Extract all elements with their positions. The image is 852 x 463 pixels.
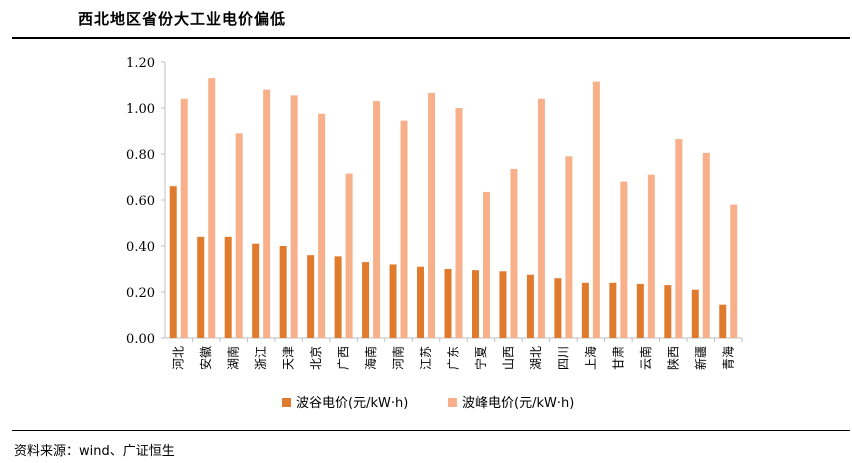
peak-price-bar (263, 89, 271, 338)
valley-price-bar (417, 266, 425, 338)
legend-swatch-valley (282, 398, 291, 407)
title-divider (12, 37, 850, 39)
legend: 波谷电价(元/kW·h) 波峰电价(元/kW·h) (282, 396, 574, 411)
x-category-label: 广西 (337, 346, 351, 370)
valley-price-bar (719, 304, 727, 338)
peak-price-bar (428, 93, 436, 338)
x-category-label: 天津 (282, 346, 296, 370)
x-category-label: 湖北 (528, 346, 543, 370)
x-category-label: 甘肃 (611, 346, 625, 370)
y-tick-label: 0.80 (126, 148, 155, 163)
peak-price-bar (400, 120, 408, 339)
x-category-label: 浙江 (254, 346, 268, 370)
bar-chart: 0.00 0.20 0.40 0.60 0.80 1.00 1.20 河北 安徽 湖南 浙江 天津北… (126, 56, 743, 411)
x-category-label: 河南 (391, 346, 406, 370)
y-tick-label: 0.60 (126, 194, 155, 209)
valley-price-bar (362, 262, 370, 338)
x-category-label: 江苏 (419, 346, 433, 370)
footer-divider (12, 430, 850, 431)
peak-price-bar (290, 95, 298, 338)
peak-price-bar (702, 152, 710, 338)
x-category-label: 安徽 (198, 346, 213, 370)
legend-swatch-peak (448, 398, 457, 407)
valley-price-bar (526, 274, 534, 338)
valley-price-bar (334, 256, 342, 338)
valley-price-bar (609, 282, 617, 338)
source-note: 资料来源：wind、广证恒生 (14, 444, 175, 459)
valley-price-bar (444, 269, 452, 338)
x-category-label: 云南 (638, 346, 653, 370)
valley-price-bar (499, 271, 507, 338)
title-bar: 西北地区省份大工业电价偏低 (0, 0, 852, 38)
x-category-label: 上海 (583, 346, 598, 370)
peak-price-bar (373, 101, 381, 338)
valley-price-bar (471, 270, 479, 338)
peak-price-bar (318, 113, 326, 338)
peak-price-bar (345, 173, 353, 338)
peak-price-bar (180, 98, 188, 338)
peak-price-bar (235, 133, 243, 338)
valley-price-bar (636, 283, 644, 338)
y-tick-label: 1.00 (126, 102, 155, 117)
legend-label-peak: 波峰电价(元/kW·h) (462, 396, 574, 411)
peak-price-bar (620, 181, 628, 338)
valley-price-bar (691, 289, 699, 338)
peak-price-bar (537, 98, 545, 338)
x-category-label: 四川 (556, 346, 570, 370)
y-tick-label: 0.20 (126, 286, 155, 301)
x-category-label: 青海 (720, 346, 735, 370)
x-category-label: 北京 (309, 346, 323, 370)
y-tick-label: 0.00 (126, 332, 155, 347)
peak-price-bar (730, 204, 738, 338)
valley-price-bar (389, 264, 397, 338)
valley-price-bar (307, 255, 315, 338)
peak-price-bar (482, 191, 490, 338)
page-title: 西北地区省份大工业电价偏低 (78, 10, 287, 28)
x-category-label: 广东 (447, 346, 461, 370)
peak-price-bar (592, 81, 600, 339)
x-category-label: 海南 (363, 346, 378, 370)
valley-price-bar (581, 282, 589, 338)
peak-price-bar (455, 108, 463, 338)
y-tick-label: 0.40 (126, 240, 155, 255)
x-category-label: 河北 (172, 346, 186, 370)
x-category-label: 新疆 (693, 346, 708, 370)
valley-price-bar (554, 278, 562, 338)
x-category-label: 陕西 (665, 346, 680, 370)
x-category-label: 宁夏 (473, 346, 488, 370)
axis-layer: 0.00 0.20 0.40 0.60 0.80 1.00 1.20 (126, 56, 743, 347)
valley-price-bar (664, 285, 672, 338)
peak-price-bar (510, 168, 518, 338)
valley-price-bar (252, 243, 260, 338)
bar-layer (169, 78, 738, 339)
legend-label-valley: 波谷电价(元/kW·h) (296, 396, 408, 411)
valley-price-bar (279, 246, 287, 338)
valley-price-bar (197, 236, 205, 338)
x-category-label: 湖南 (226, 346, 241, 370)
peak-price-bar (208, 78, 216, 338)
y-tick-label: 1.20 (126, 56, 155, 71)
valley-price-bar (169, 186, 177, 338)
valley-price-bar (224, 236, 232, 338)
peak-price-bar (647, 174, 655, 338)
peak-price-bar (675, 139, 683, 338)
x-category-label: 山西 (501, 346, 515, 370)
peak-price-bar (565, 156, 573, 338)
category-label-layer: 河北 安徽 湖南 浙江 天津 北京 广西 海南 河南 江苏 广东 宁夏 山西 湖北 四川 上海 甘肃 云南 陕西 新疆… (172, 346, 736, 370)
